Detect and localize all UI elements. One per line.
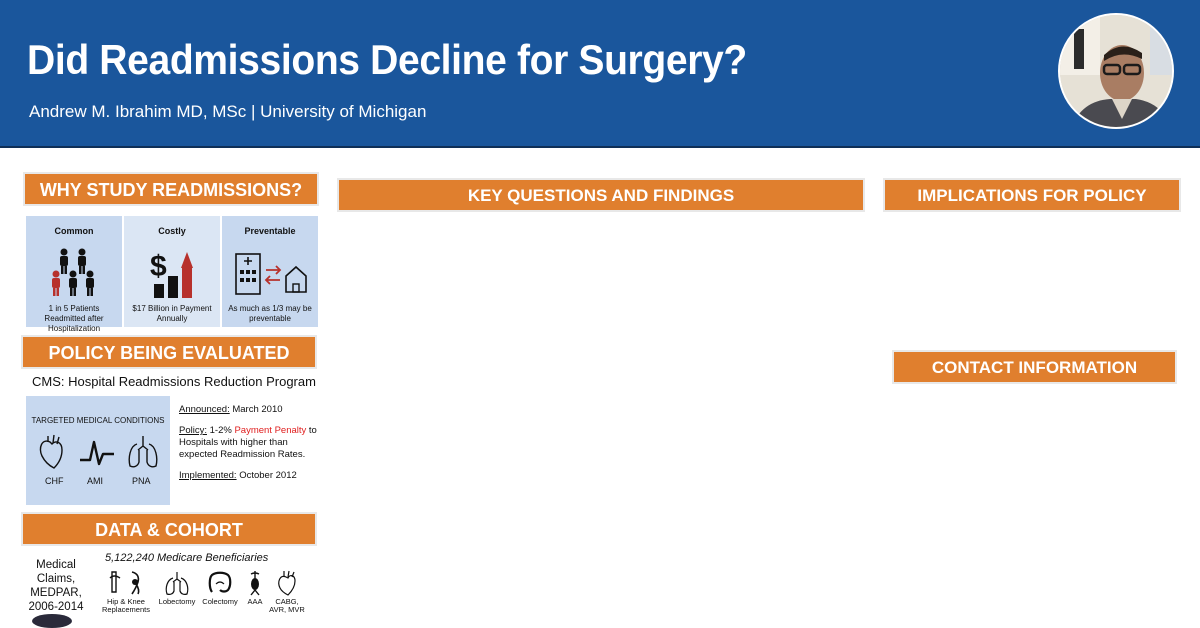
procedure-colectomy-label: Colectomy — [202, 597, 238, 606]
ekg-icon — [80, 440, 114, 466]
payment-penalty-text: Payment Penalty — [234, 425, 307, 436]
policy-details: Announced: March 2010 Policy: 1-2% Payme… — [179, 404, 319, 491]
why-preventable-caption: As much as 1/3 may be preventable — [228, 304, 312, 323]
heart-icon — [39, 434, 63, 469]
procedure-lobectomy: Lobectomy — [155, 570, 199, 606]
why-costly: Costly $ $17 Billion in Payment Annually — [124, 216, 220, 327]
policy-text-post: to Hospitals with higher than expected R… — [179, 425, 317, 460]
policy-text-pre: 1-2% — [206, 425, 235, 436]
cardiac-heart-icon — [278, 570, 296, 596]
implemented-date: October 2012 — [236, 470, 297, 481]
author-line: Andrew M. Ibrahim MD, MSc | University o… — [29, 102, 427, 121]
hospital-home-icon — [235, 253, 307, 295]
aorta-icon — [250, 571, 260, 596]
why-common-caption: 1 in 5 Patients Readmitted after Hospita… — [44, 304, 104, 333]
targeted-conditions-heading: TARGETED MEDICAL CONDITIONS — [31, 416, 165, 425]
procedure-joint-label: Hip & Knee Replacements — [102, 597, 150, 614]
dollar-chart-icon: $ — [150, 250, 193, 298]
lungs-icon — [128, 436, 158, 468]
poster-header: Did Readmissions Decline for Surgery? An… — [0, 0, 1200, 148]
why-costly-caption: $17 Billion in Payment Annually — [132, 304, 212, 323]
why-common: Common 1 in 5 Patients Readmitted after … — [26, 216, 122, 333]
procedure-colectomy: Colectomy — [199, 570, 241, 606]
condition-ami: AMI — [87, 476, 104, 486]
announced-label: Announced: — [179, 404, 230, 415]
why-preventable-heading: Preventable — [244, 226, 296, 236]
why-study-banner: WHY STUDY READMISSIONS? — [23, 172, 319, 206]
data-source: Medical Claims, MEDPAR, 2006-2014 — [28, 559, 84, 613]
colectomy-icon — [208, 571, 232, 593]
people-icon — [52, 248, 94, 296]
beneficiary-count: 5,122,240 Medicare Beneficiaries — [105, 552, 269, 564]
why-common-heading: Common — [54, 226, 94, 236]
key-questions-banner: KEY QUESTIONS AND FINDINGS — [337, 178, 865, 212]
policy-label: Policy: — [179, 425, 207, 436]
procedure-cardiac: CABG, AVR, MVR — [268, 570, 306, 614]
procedure-lobectomy-label: Lobectomy — [158, 597, 196, 606]
author-photo — [1058, 13, 1174, 129]
procedure-cardiac-label: CABG, AVR, MVR — [269, 597, 305, 614]
why-study-panel: Common 1 in 5 Patients Readmitted after … — [26, 216, 318, 333]
joint-replacement-icon — [109, 571, 140, 595]
condition-pna: PNA — [132, 476, 151, 486]
procedure-aaa-label: AAA — [247, 597, 263, 606]
targeted-conditions-panel: TARGETED MEDICAL CONDITIONS CHF AMI PNA — [26, 396, 170, 505]
implications-banner: IMPLICATIONS FOR POLICY — [883, 178, 1181, 212]
why-preventable: Preventable As much as 1/3 may be preven… — [222, 216, 318, 327]
program-name: CMS: Hospital Readmissions Reduction Pro… — [32, 374, 316, 389]
svg-text:$: $ — [150, 250, 167, 283]
announced-date: March 2010 — [229, 404, 283, 415]
contact-banner: CONTACT INFORMATION — [892, 350, 1177, 384]
implemented-label: Implemented: — [179, 470, 237, 481]
procedure-joint: Hip & Knee Replacements — [100, 570, 152, 614]
data-cohort-banner: DATA & COHORT — [21, 512, 317, 546]
lobectomy-icon — [165, 572, 189, 595]
policy-banner: POLICY BEING EVALUATED — [21, 335, 317, 369]
partial-logo — [32, 614, 72, 628]
procedure-aaa: AAA — [243, 570, 267, 606]
poster-title: Did Readmissions Decline for Surgery? — [27, 36, 747, 83]
condition-chf: CHF — [45, 476, 64, 486]
why-costly-heading: Costly — [158, 226, 186, 236]
conditions-icons — [39, 434, 158, 469]
